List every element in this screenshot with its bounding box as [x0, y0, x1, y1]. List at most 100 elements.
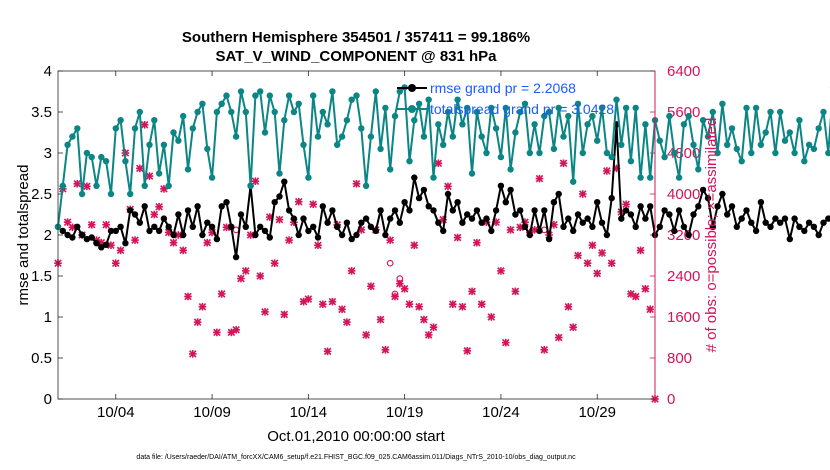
obs-assimilated-marker [453, 233, 462, 242]
totalspread-point [136, 108, 143, 116]
totalspread-point [483, 149, 490, 157]
obs-assimilated-marker [463, 347, 472, 355]
y-axis-label-right: # of obs: o=possible; ×=assimilated [703, 118, 720, 353]
left-tick-label: 4 [44, 63, 52, 80]
rmse-point [690, 211, 697, 218]
obs-assimilated-marker [636, 246, 645, 255]
obs-assimilated-marker [497, 267, 505, 275]
obs-assimilated-marker [280, 310, 289, 319]
totalspread-point [545, 108, 553, 116]
x-tick-label: 10/24 [482, 404, 520, 421]
x-tick-label: 10/29 [578, 404, 616, 421]
totalspread-point [324, 121, 331, 128]
totalspread-point [276, 170, 283, 177]
totalspread-point [420, 133, 428, 140]
totalspread-point [213, 108, 221, 116]
totalspread-point [762, 129, 769, 136]
obs-possible-marker [386, 259, 394, 267]
totalspread-point [622, 104, 630, 112]
obs-assimilated-marker [444, 182, 452, 191]
obs-assimilated-marker [603, 167, 611, 175]
totalspread-point [738, 158, 745, 165]
totalspread-point [517, 108, 524, 116]
totalspread-point [642, 121, 649, 128]
rmse-point [112, 227, 120, 235]
rmse-point [425, 203, 432, 210]
totalspread-point [459, 121, 466, 128]
legend: rmse grand pr = 2.2068 totalspread grand… [397, 80, 614, 117]
totalspread-point [781, 137, 789, 144]
left-tick-label: 1 [44, 309, 52, 326]
totalspread-point [64, 141, 71, 148]
totalspread-point [314, 133, 322, 140]
obs-assimilated-marker [237, 274, 245, 283]
totalspread-point [444, 108, 452, 116]
obs-assimilated-marker [588, 241, 597, 250]
obs-assimilated-marker [367, 282, 375, 291]
right-tick-label: 4000 [667, 186, 700, 203]
obs-assimilated-marker [232, 326, 240, 334]
rmse-point [781, 215, 789, 222]
totalspread-point [810, 145, 818, 153]
totalspread-point [815, 125, 822, 132]
rmse-point [213, 235, 221, 243]
totalspread-point [627, 158, 635, 165]
totalspread-point [411, 117, 418, 124]
obs-assimilated-marker [275, 215, 284, 224]
rmse-point [382, 231, 389, 239]
rmse-point [261, 227, 269, 235]
rmse-point [276, 193, 283, 200]
totalspread-point [454, 96, 461, 103]
totalspread-point [78, 190, 86, 198]
rmse-point [93, 240, 100, 247]
obs-assimilated-marker [415, 302, 423, 311]
totalspread-point [175, 137, 182, 144]
totalspread-point [285, 92, 293, 99]
obs-assimilated-marker [193, 318, 202, 326]
rmse-point [709, 223, 716, 230]
rmse-point [714, 203, 721, 210]
totalspread-point [305, 174, 312, 181]
rmse-point [155, 227, 163, 235]
rmse-point [208, 223, 216, 230]
totalspread-point [825, 149, 830, 157]
rmse-point [252, 231, 259, 239]
rmse-point [502, 199, 509, 206]
totalspread-point [141, 182, 148, 189]
totalspread-point [666, 112, 673, 120]
rmse-point [334, 223, 341, 230]
totalspread-point [661, 153, 668, 161]
totalspread-point [102, 158, 110, 165]
totalspread-point [733, 145, 740, 153]
left-tick-label: 3.5 [31, 104, 52, 121]
totalspread-point [550, 145, 558, 153]
x-tick-label: 10/09 [193, 404, 231, 421]
rmse-point [565, 215, 572, 222]
rmse-point [372, 227, 379, 235]
totalspread-point [743, 104, 750, 112]
totalspread-point [59, 182, 66, 189]
rmse-point [762, 219, 769, 226]
obs-assimilated-marker [477, 300, 486, 308]
rmse-point [310, 223, 317, 230]
totalspread-point [281, 117, 288, 124]
totalspread-point [430, 174, 437, 181]
obs-possible-marker [396, 275, 404, 282]
totalspread-line [57, 86, 830, 227]
rmse-point [165, 223, 172, 230]
totalspread-point [266, 92, 273, 99]
obs-assimilated-marker [270, 259, 279, 267]
obs-assimilated-marker [429, 323, 438, 332]
totalspread-point [98, 153, 105, 161]
obs-assimilated-marker [550, 220, 558, 229]
rmse-point [796, 223, 803, 230]
totalspread-point [680, 121, 688, 128]
totalspread-point [194, 108, 201, 116]
rmse-point [281, 178, 288, 185]
totalspread-point [526, 149, 533, 157]
rmse-point [218, 203, 225, 210]
totalspread-point [93, 182, 100, 189]
totalspread-point [675, 174, 683, 181]
rmse-point [175, 211, 182, 218]
